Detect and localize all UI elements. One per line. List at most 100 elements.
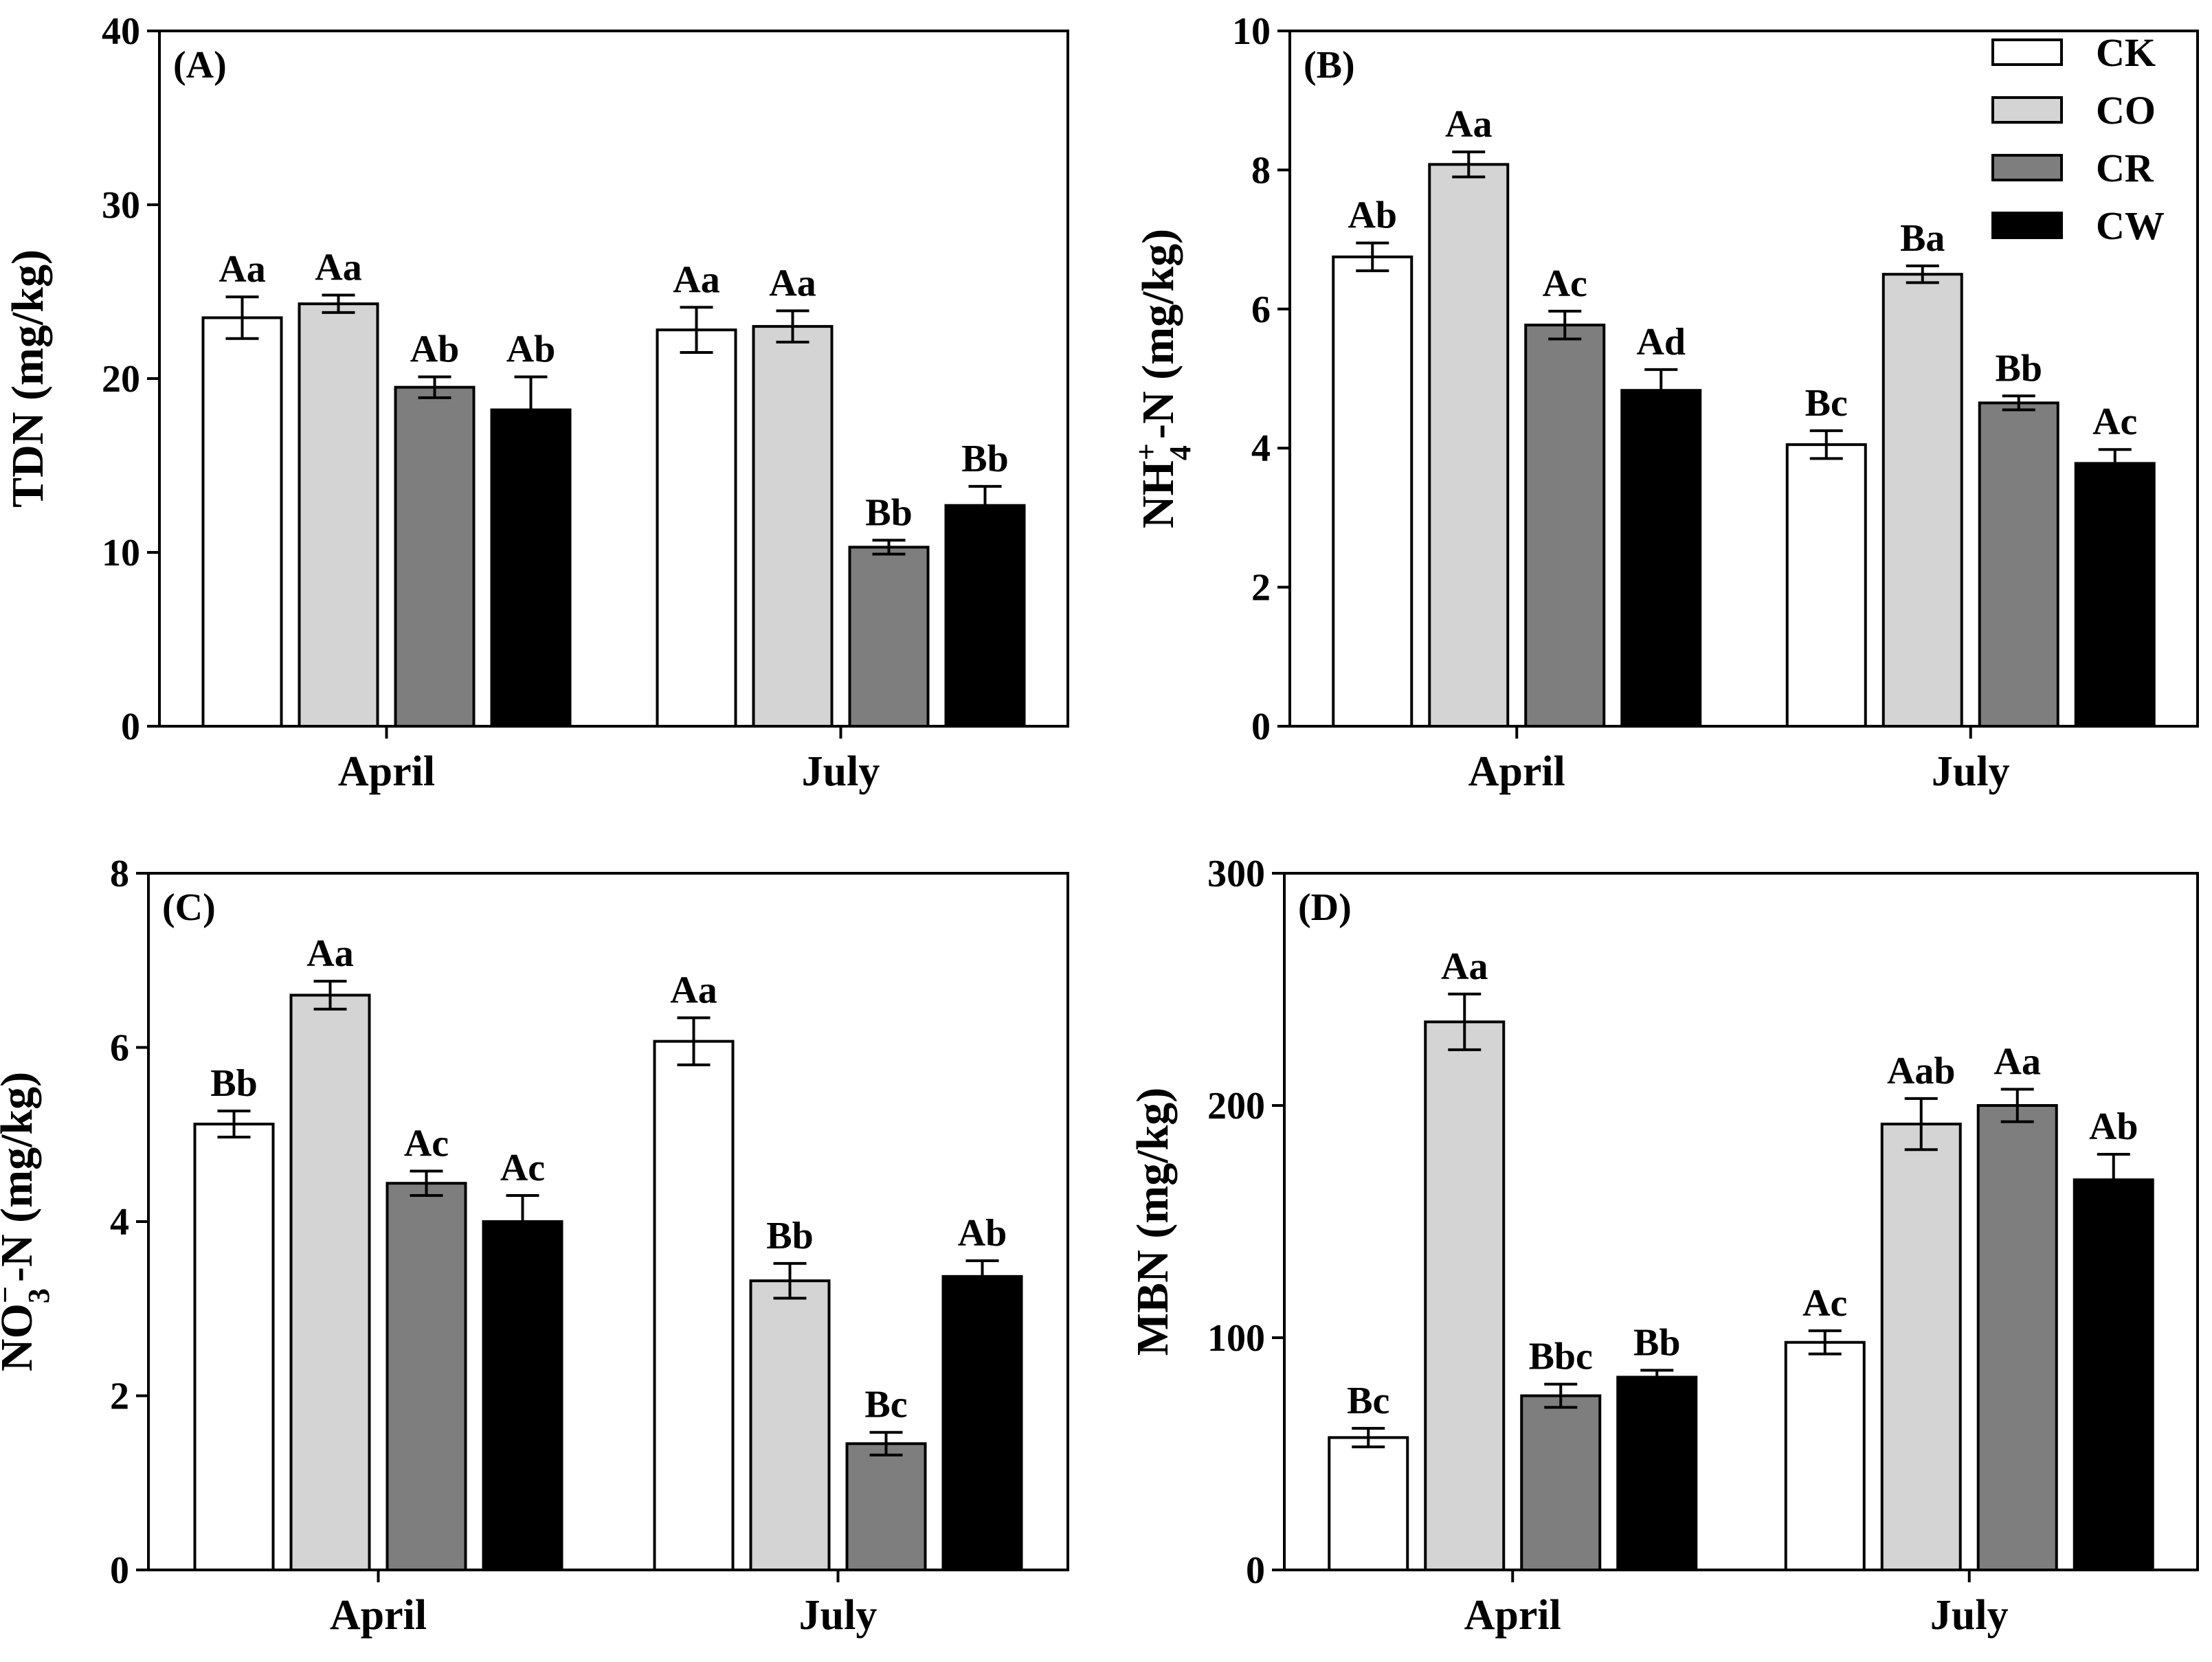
error-bar — [1809, 429, 1843, 460]
y-tick-label: 4 — [110, 1201, 129, 1244]
significance-label: Aa — [306, 932, 353, 975]
error-bar — [1906, 265, 1939, 284]
bar-CK-July — [656, 328, 737, 728]
error-bar — [410, 1169, 443, 1197]
y-tick-label: 30 — [102, 184, 140, 227]
panel-letter: (C) — [162, 886, 216, 929]
significance-label: Aa — [670, 969, 717, 1011]
y-tick-label: 20 — [102, 358, 140, 401]
x-tick-label: April — [1464, 1592, 1561, 1639]
bar-CO-July — [1880, 1123, 1962, 1572]
significance-label: Bb — [865, 491, 913, 534]
error-bar — [869, 1430, 903, 1457]
error-bar — [1640, 1369, 1674, 1386]
bar-CK-July — [653, 1040, 735, 1571]
error-bar — [677, 1016, 711, 1066]
bar-CK-April — [193, 1123, 275, 1572]
y-tick-label: 0 — [110, 1549, 129, 1592]
error-bar — [1904, 1097, 1938, 1152]
x-tick-label: July — [802, 748, 880, 795]
y-tick-label: 100 — [1207, 1317, 1265, 1360]
error-bar — [2002, 394, 2035, 412]
significance-label: Ac — [500, 1147, 545, 1189]
y-tick-label: 0 — [1246, 1549, 1265, 1592]
x-tick-label: July — [799, 1592, 878, 1639]
significance-label: Ba — [1900, 217, 1945, 260]
legend-swatch-CR — [1991, 154, 2063, 181]
bar-CK-April — [201, 316, 283, 728]
bar-CR-April — [1524, 324, 1606, 728]
error-bar — [2000, 1088, 2034, 1123]
legend-label-CW: CW — [2096, 203, 2165, 248]
bar-CW-July — [2073, 1178, 2154, 1572]
bar-CK-April — [1332, 255, 1414, 728]
bar-CR-April — [1520, 1394, 1602, 1571]
significance-label: Aa — [1994, 1040, 2041, 1083]
error-bar — [1544, 1382, 1578, 1409]
y-axis-title-rest: -N (mg/kg) — [0, 1072, 42, 1282]
bar-CR-July — [1978, 401, 2059, 728]
significance-label: Bb — [961, 438, 1009, 480]
significance-label: Ab — [1348, 194, 1397, 237]
significance-label: Ac — [2092, 401, 2137, 443]
y-tick-label: 10 — [1232, 10, 1271, 53]
error-bar — [313, 980, 347, 1011]
panel-0: 0 10 20 30 40 April July Aa Aa Aa Aa Ab Bb Ab Bb (A) TDN… — [3, 10, 1069, 795]
significance-label: Bb — [1996, 347, 2043, 390]
significance-label: Ab — [410, 328, 460, 370]
error-bar — [968, 484, 1002, 526]
error-bar — [225, 295, 259, 340]
y-tick-label: 0 — [1251, 706, 1271, 748]
significance-label: Bc — [1805, 382, 1848, 425]
panel-letter: (D) — [1298, 886, 1352, 929]
bar-CK-July — [1785, 443, 1867, 728]
bar-CO-April — [1424, 1020, 1506, 1571]
y-axis-title: TDN (mg/kg) — [3, 249, 53, 508]
significance-label: Ab — [958, 1212, 1007, 1255]
bar-CO-April — [289, 993, 371, 1571]
y-axis-title-rest: -N (mg/kg) — [1133, 229, 1183, 439]
significance-label: Aab — [1887, 1050, 1956, 1092]
bar-CW-July — [2074, 462, 2156, 728]
significance-label: Aa — [315, 247, 361, 289]
bar-CR-April — [394, 385, 476, 728]
significance-label: Aa — [769, 262, 816, 304]
y-tick-label: 300 — [1207, 853, 1265, 895]
significance-label: Ac — [1802, 1282, 1847, 1325]
y-tick-label: 8 — [110, 853, 129, 895]
error-bar — [965, 1259, 999, 1294]
panel-2: 0 2 4 6 8 April July Bb Aa Aa Bb Ac Bc Ac Ab (C) NO3− -N … — [0, 853, 1069, 1639]
legend-swatch-CK — [1991, 38, 2063, 66]
significance-label: Ac — [1543, 262, 1587, 305]
y-tick-label: 4 — [1251, 427, 1271, 470]
bar-CO-April — [298, 302, 379, 728]
legend-label-CR: CR — [2096, 146, 2154, 190]
error-bar — [217, 1110, 251, 1139]
bar-CW-April — [482, 1220, 563, 1571]
y-axis-title-sub: 4 — [1163, 445, 1197, 460]
error-bar — [1448, 992, 1482, 1051]
error-bar — [680, 306, 713, 355]
significance-label: Bc — [1347, 1380, 1389, 1422]
significance-label: Bc — [864, 1384, 907, 1426]
bar-CO-July — [749, 1279, 831, 1571]
plot-frame — [1288, 30, 2199, 728]
significance-label: Ab — [2089, 1105, 2138, 1148]
y-tick-label: 40 — [102, 10, 140, 53]
legend: CK CO CR CW — [1991, 30, 2165, 248]
bar-CK-July — [1784, 1340, 1866, 1571]
y-tick-label: 8 — [1251, 149, 1271, 192]
y-tick-label: 6 — [1251, 289, 1271, 331]
error-bar — [1808, 1329, 1842, 1356]
error-bar — [773, 1261, 807, 1300]
legend-label-CO: CO — [2096, 88, 2156, 133]
significance-label: Ac — [404, 1122, 449, 1165]
error-bar — [776, 309, 809, 344]
bar-CK-April — [1328, 1436, 1409, 1572]
bar-CR-April — [386, 1182, 467, 1571]
bar-CO-April — [1428, 163, 1510, 728]
panel-3: 0 100 200 300 April July Bc Ac Aa Aab Bbc Aa Bb Ab (D)… — [1128, 853, 2199, 1639]
legend-label-CK: CK — [2096, 30, 2156, 75]
